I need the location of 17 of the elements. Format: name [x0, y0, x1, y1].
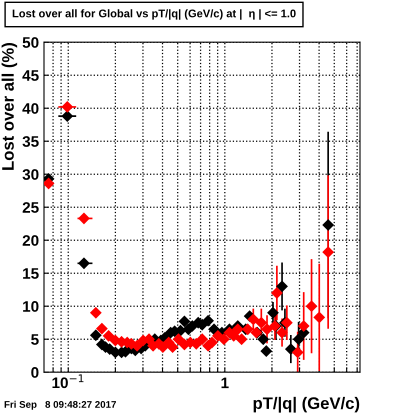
y-tick-label: 45	[22, 70, 39, 81]
text: Fri Sep 8 09:48:27 2017	[4, 400, 116, 410]
chart-title: Lost over all for Global vs pT/|q| (GeV/c) at | η | <= 1.0	[12, 9, 296, 20]
y-tick-label: 40	[22, 103, 39, 114]
y-tick-label: 15	[23, 268, 39, 279]
y-tick-label: 10	[23, 301, 39, 312]
x-tick-label: 10$^{−1}$	[52, 374, 84, 388]
y-tick-label: 30	[22, 169, 39, 180]
y-axis-title: Lost over all (%)	[2, 43, 18, 170]
x-axis-title: pT/|q| (GeV/c)	[254, 396, 360, 413]
y-tick-label: 20	[22, 235, 39, 246]
y-tick-label: 0	[31, 367, 39, 378]
x-tick-label: 1	[222, 378, 229, 388]
y-tick-label: 35	[22, 136, 39, 147]
y-tick-label: 50	[22, 37, 39, 48]
y-tick-label: 25	[22, 202, 39, 213]
y-tick-label: 5	[31, 334, 39, 345]
